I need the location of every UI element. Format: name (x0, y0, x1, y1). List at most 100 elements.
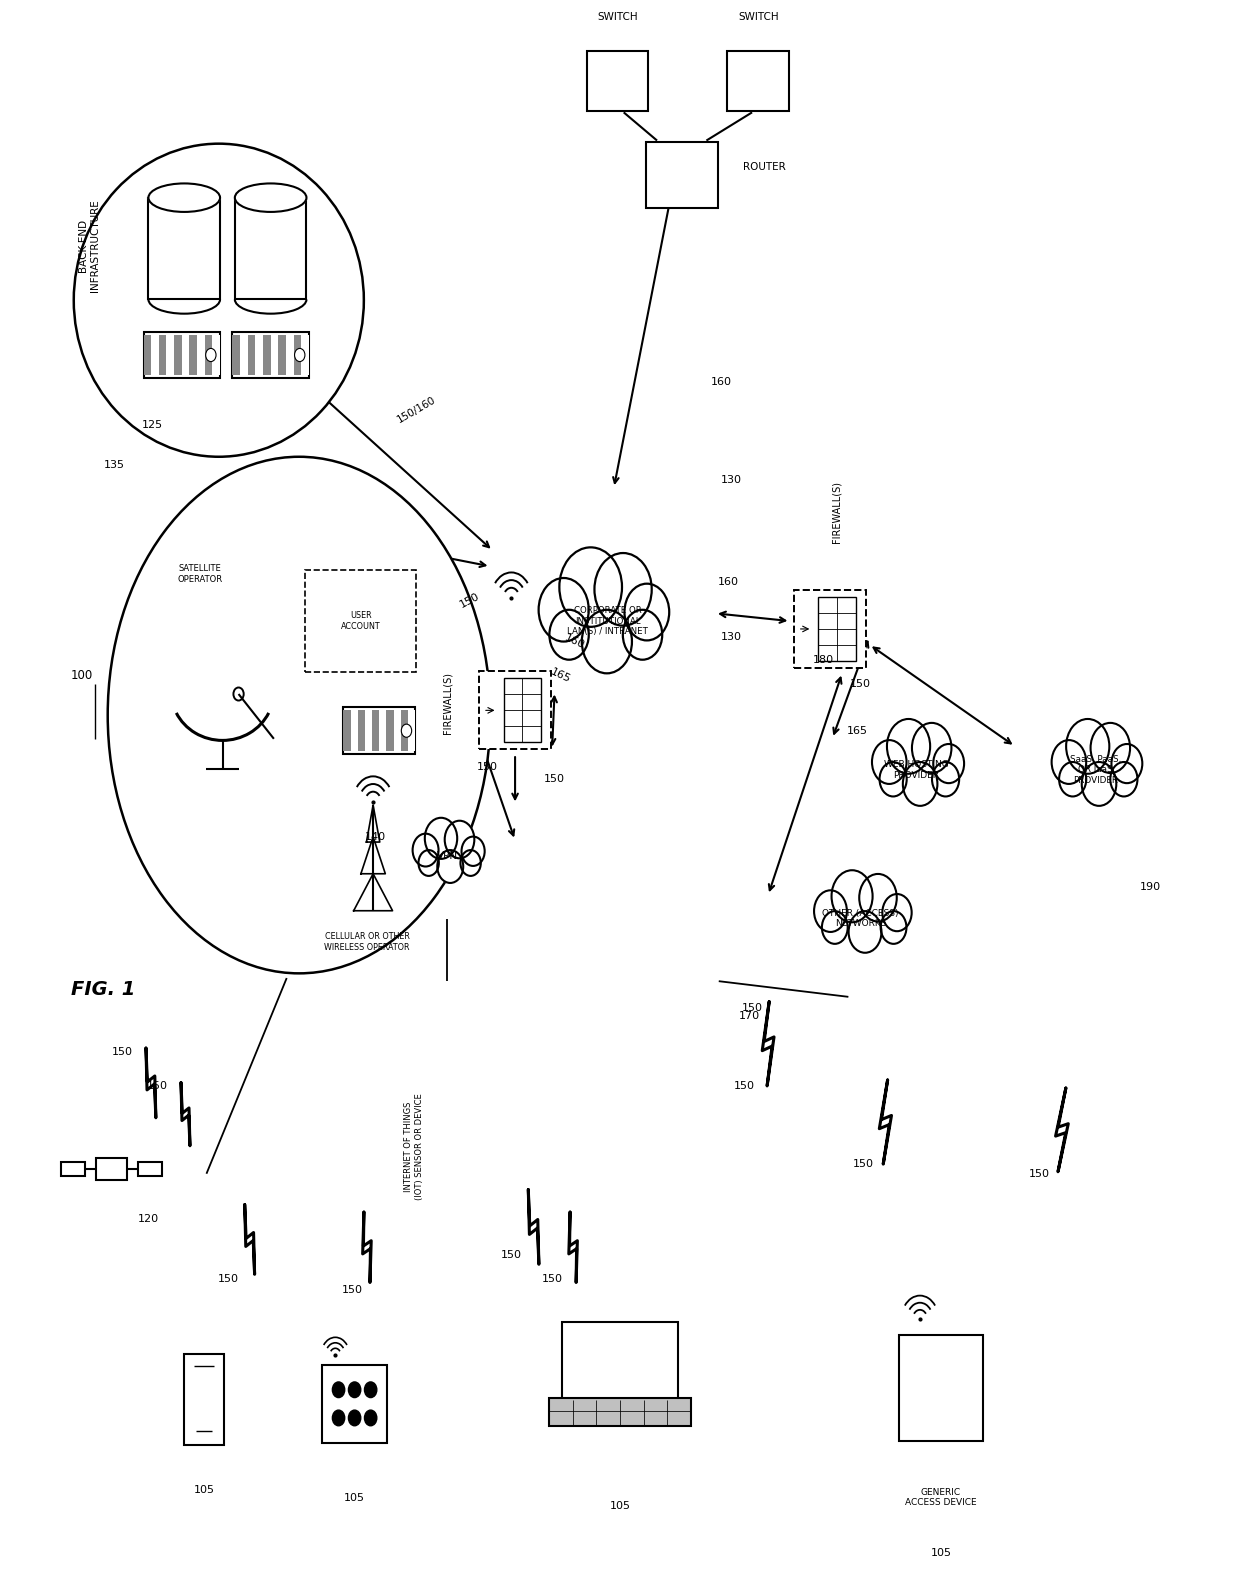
FancyBboxPatch shape (255, 335, 263, 375)
Circle shape (538, 578, 589, 641)
Text: 150: 150 (1029, 1169, 1050, 1178)
Circle shape (425, 818, 458, 859)
Text: 150/160: 150/160 (396, 394, 438, 424)
Text: 150: 150 (477, 762, 497, 773)
FancyBboxPatch shape (174, 335, 182, 375)
FancyBboxPatch shape (322, 1365, 387, 1444)
Circle shape (879, 762, 906, 796)
Circle shape (1111, 745, 1142, 784)
FancyBboxPatch shape (562, 1323, 678, 1408)
Text: 105: 105 (343, 1492, 365, 1503)
FancyBboxPatch shape (241, 335, 248, 375)
Circle shape (872, 740, 906, 784)
Circle shape (461, 837, 485, 866)
Text: VPN: VPN (436, 851, 458, 861)
Text: 150: 150 (501, 1251, 522, 1260)
FancyBboxPatch shape (166, 335, 174, 375)
FancyBboxPatch shape (286, 335, 294, 375)
Circle shape (932, 762, 960, 796)
FancyBboxPatch shape (728, 52, 789, 112)
FancyBboxPatch shape (365, 710, 372, 751)
Circle shape (206, 349, 216, 361)
Circle shape (365, 1382, 377, 1398)
FancyBboxPatch shape (182, 335, 190, 375)
Circle shape (832, 870, 873, 922)
FancyBboxPatch shape (232, 331, 309, 379)
Text: 160: 160 (711, 377, 732, 388)
Text: 105: 105 (610, 1500, 630, 1511)
FancyBboxPatch shape (278, 335, 286, 375)
Circle shape (549, 610, 589, 660)
Text: 160: 160 (718, 577, 739, 588)
Text: 105: 105 (193, 1485, 215, 1496)
FancyBboxPatch shape (190, 335, 197, 375)
Circle shape (625, 584, 670, 641)
Circle shape (903, 762, 937, 806)
Circle shape (295, 349, 305, 361)
Circle shape (348, 1411, 361, 1426)
Text: 165: 165 (847, 726, 868, 735)
FancyBboxPatch shape (159, 335, 166, 375)
Text: OTHER (ACCESS)
NETWORKS: OTHER (ACCESS) NETWORKS (822, 910, 899, 928)
FancyBboxPatch shape (144, 335, 151, 375)
Circle shape (1059, 762, 1086, 796)
Text: 160: 160 (563, 633, 587, 650)
Ellipse shape (234, 184, 306, 212)
FancyBboxPatch shape (401, 710, 408, 751)
FancyBboxPatch shape (234, 198, 306, 300)
Circle shape (848, 911, 882, 952)
Text: 150: 150 (342, 1285, 362, 1295)
Text: SWITCH: SWITCH (598, 11, 637, 22)
Text: 150: 150 (112, 1046, 133, 1057)
FancyBboxPatch shape (212, 335, 219, 375)
Text: 150: 150 (853, 1159, 874, 1169)
Circle shape (594, 553, 652, 625)
Circle shape (1110, 762, 1137, 796)
Circle shape (1066, 720, 1110, 775)
Circle shape (418, 850, 439, 877)
Text: 190: 190 (1141, 883, 1162, 892)
Text: 135: 135 (103, 460, 124, 470)
FancyBboxPatch shape (144, 331, 219, 379)
FancyBboxPatch shape (480, 671, 551, 749)
Circle shape (438, 850, 464, 883)
Circle shape (559, 547, 622, 627)
Text: BACK-END
INFRASTRUCTURE: BACK-END INFRASTRUCTURE (78, 200, 100, 292)
Circle shape (1081, 762, 1116, 806)
FancyBboxPatch shape (263, 335, 270, 375)
Circle shape (365, 1411, 377, 1426)
Circle shape (582, 610, 632, 674)
Circle shape (883, 894, 911, 932)
Circle shape (460, 850, 481, 877)
Text: 150: 150 (851, 679, 872, 688)
FancyBboxPatch shape (301, 335, 309, 375)
Text: FIREWALL(S): FIREWALL(S) (443, 671, 453, 734)
Text: GENERIC
ACCESS DEVICE: GENERIC ACCESS DEVICE (905, 1488, 977, 1508)
FancyBboxPatch shape (358, 710, 365, 751)
Ellipse shape (149, 184, 219, 212)
Circle shape (445, 820, 475, 858)
Text: ROUTER: ROUTER (744, 162, 786, 173)
FancyBboxPatch shape (408, 710, 415, 751)
FancyBboxPatch shape (587, 52, 649, 112)
FancyBboxPatch shape (185, 1354, 223, 1445)
FancyBboxPatch shape (151, 335, 159, 375)
FancyBboxPatch shape (205, 335, 212, 375)
Text: INTERNET OF THINGS
(IOT) SENSOR OR DEVICE: INTERNET OF THINGS (IOT) SENSOR OR DEVIC… (404, 1093, 424, 1200)
Text: 130: 130 (722, 632, 743, 643)
Circle shape (1052, 740, 1086, 784)
Text: 180: 180 (813, 655, 835, 665)
Ellipse shape (108, 457, 490, 974)
Circle shape (859, 873, 897, 922)
Text: FIG. 1: FIG. 1 (71, 979, 135, 999)
FancyBboxPatch shape (794, 589, 866, 668)
Text: 120: 120 (138, 1214, 159, 1224)
FancyBboxPatch shape (646, 141, 718, 207)
Circle shape (911, 723, 951, 773)
Circle shape (822, 911, 848, 944)
Circle shape (1090, 723, 1130, 773)
Text: 150: 150 (218, 1274, 239, 1284)
Text: 150: 150 (734, 1081, 755, 1092)
Circle shape (332, 1382, 345, 1398)
Text: SWITCH: SWITCH (738, 11, 779, 22)
